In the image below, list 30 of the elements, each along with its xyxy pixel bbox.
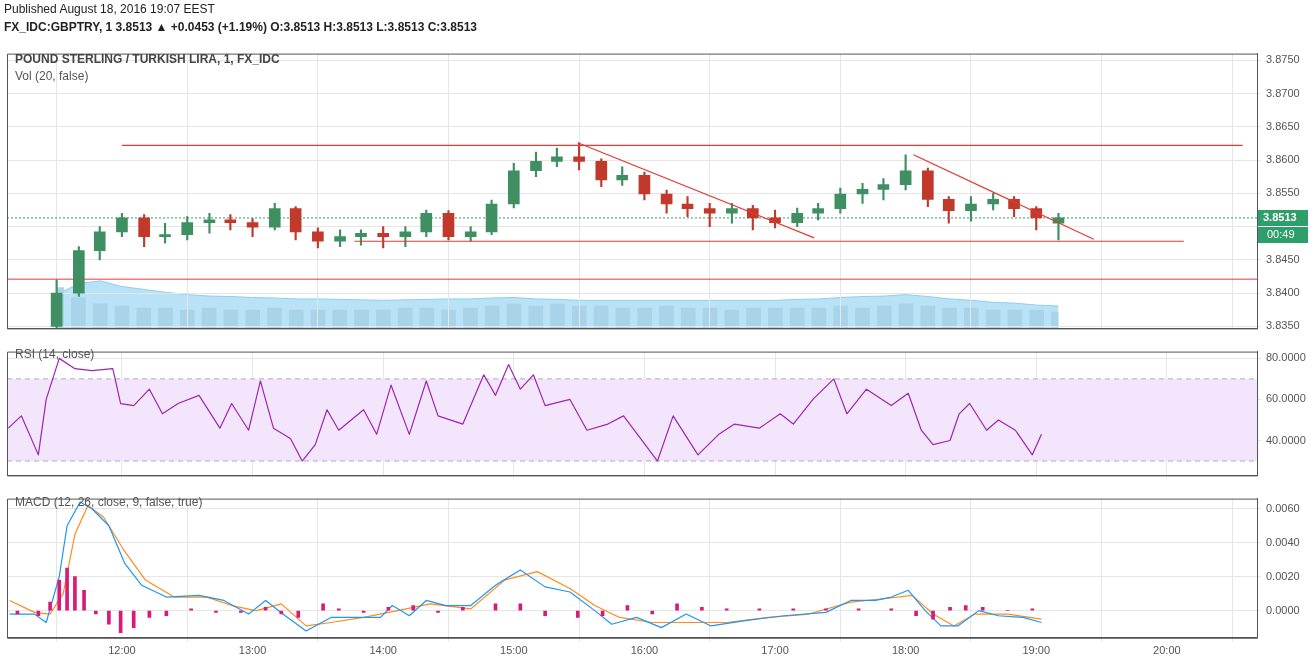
y-tick-label: 0.0060 [1266, 501, 1300, 514]
y-tick-label: 0.0040 [1266, 535, 1300, 548]
x-tick-label: 14:00 [369, 644, 397, 657]
chart-title: Vol (20, false) [15, 69, 89, 83]
y-tick-label: 3.8650 [1266, 119, 1300, 132]
text: Published August 18, 2016 19:07 EEST [4, 2, 215, 16]
y-tick-label: 3.8350 [1266, 319, 1300, 332]
y-tick-label: 0.0020 [1266, 569, 1300, 582]
y-tick-label: 3.8700 [1266, 86, 1300, 99]
chart-title: POUND STERLING / TURKISH LIRA, 1, FX_IDC [15, 52, 280, 66]
y-tick-label: 3.8450 [1266, 252, 1300, 265]
x-tick-label: 20:00 [1153, 644, 1181, 657]
y-tick-label: 80.0000 [1266, 351, 1306, 364]
x-tick-label: 12:00 [108, 644, 136, 657]
x-tick-label: 19:00 [1022, 644, 1051, 657]
x-tick-label: 13:00 [238, 644, 267, 657]
y-tick-label: 3.8550 [1266, 186, 1300, 199]
x-tick-label: 17:00 [761, 644, 789, 657]
text: 00:49 [1267, 227, 1295, 240]
y-tick-label: 40.0000 [1266, 433, 1306, 446]
x-tick-label: 16:00 [630, 644, 659, 657]
text: FX_IDC:GBPTRY, 1 3.8513 ▲ +0.0453 (+1.19%) O:3.8513 H:3.8513 L:3.8513 C:3.8513 [4, 20, 478, 34]
y-tick-label: 3.8600 [1266, 153, 1300, 166]
y-tick-label: 60.0000 [1266, 392, 1306, 405]
x-tick-label: 18:00 [891, 644, 920, 657]
x-tick-label: 15:00 [500, 644, 528, 657]
ref-line-label: 3.8513 [1263, 210, 1297, 223]
y-tick-label: 3.8750 [1266, 53, 1300, 66]
y-tick-label: 0.0000 [1266, 603, 1300, 616]
y-tick-label: 3.8400 [1266, 286, 1300, 299]
